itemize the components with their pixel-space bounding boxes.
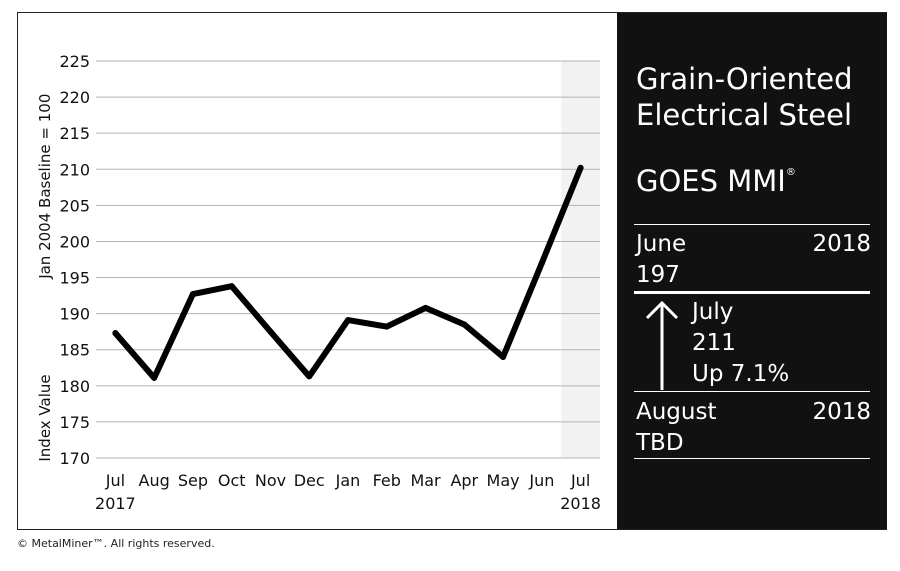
cur-change: Up 7.1% [692,361,790,387]
prev-value: 197 [636,262,680,288]
y-tick-label-180: 180 [59,377,90,396]
y-tick-label-175: 175 [59,413,90,432]
y-tick-label-220: 220 [59,88,90,107]
next-month-label: August [636,399,717,425]
data-point-0 [112,330,119,337]
panel-title-line-2: Electrical Steel [636,98,853,132]
y-tick-label-215: 215 [59,124,90,143]
x-tick-label-4: Nov [255,471,286,490]
next-value: TBD [636,430,684,456]
highlight-column [561,61,600,458]
y-axis-label-bottom: Index Value [36,374,54,461]
data-point-5 [306,373,313,380]
goes-mmi-chart: 170 175 180 185 190 195 200 205 210 215 220 225 Jul A… [36,52,601,513]
chart-frame: 170 175 180 185 190 195 200 205 210 215 220 225 Jul A… [17,12,887,530]
prev-month-label: June [636,231,687,257]
y-tick-label-195: 195 [59,269,90,288]
registered-mark: ® [785,167,796,178]
x-year-label-2018: 2018 [560,494,601,513]
data-point-11 [538,260,545,267]
info-panel: Grain-Oriented Electrical Steel GOES MMI… [617,13,887,529]
panel-title-line-1: Grain-Oriented [636,62,853,96]
next-year-label: 2018 [812,399,871,425]
data-point-7 [383,323,390,330]
data-point-3 [228,283,235,290]
y-tick-label-185: 185 [59,341,90,360]
panel-subtitle: GOES MMI® [636,155,796,199]
x-tick-label-1: Aug [139,471,170,490]
data-point-8 [422,304,429,311]
x-year-label-2017: 2017 [95,494,136,513]
data-point-12 [577,164,584,171]
data-point-10 [500,353,507,360]
y-tick-label-225: 225 [59,52,90,71]
x-tick-label-10: May [487,471,520,490]
data-point-9 [461,321,468,328]
panel-subtitle-text: GOES MMI [636,164,786,198]
x-tick-label-9: Apr [450,471,478,490]
prev-year-label: 2018 [812,231,871,257]
cur-value: 211 [692,330,736,356]
copyright-footer: © MetalMiner™. All rights reserved. [17,537,215,550]
x-tick-label-3: Oct [218,471,246,490]
panel-divider-2 [634,291,870,294]
series-line [112,164,584,381]
x-tick-label-2: Sep [178,471,208,490]
y-tick-label-170: 170 [59,449,90,468]
x-tick-label-6: Jan [335,471,361,490]
y-tick-label-210: 210 [59,160,90,179]
x-tick-label-8: Mar [410,471,441,490]
data-point-2 [189,291,196,298]
x-tick-label-0: Jul [105,471,125,490]
data-point-1 [151,374,158,381]
up-arrow-icon [645,300,679,390]
y-tick-label-200: 200 [59,232,90,251]
cur-month-label: July [692,299,734,325]
x-tick-label-11: Jun [528,471,554,490]
y-axis-label-top: Jan 2004 Baseline = 100 [36,94,54,280]
data-point-4 [267,328,274,335]
x-tick-label-5: Dec [294,471,325,490]
panel-divider-1 [634,224,870,225]
y-tick-label-205: 205 [59,196,90,215]
data-point-6 [345,317,351,324]
x-tick-label-7: Feb [373,471,401,490]
x-tick-label-12: Jul [570,471,590,490]
y-tick-label-190: 190 [59,305,90,324]
panel-divider-4 [634,458,870,459]
panel-divider-3 [634,391,870,392]
